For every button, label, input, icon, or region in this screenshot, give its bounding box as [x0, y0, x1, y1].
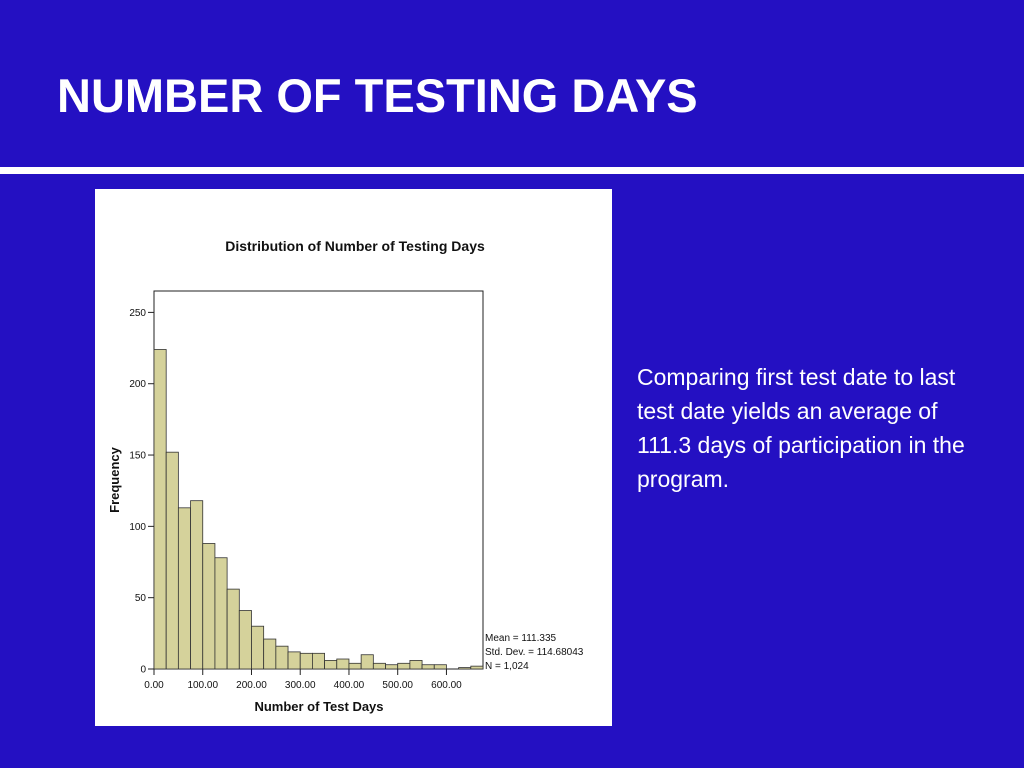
- y-tick-label: 250: [129, 308, 146, 319]
- x-tick-label: 0.00: [144, 680, 164, 691]
- histogram-bar: [190, 500, 204, 670]
- y-tick-label: 0: [140, 665, 146, 676]
- stat-n: N = 1,024: [485, 661, 529, 672]
- histogram-bar: [177, 507, 191, 670]
- histogram-bar: [458, 667, 472, 670]
- stat-mean: Mean = 111.335: [485, 633, 557, 644]
- histogram-bar: [433, 664, 447, 670]
- histogram-bar: [372, 662, 386, 670]
- histogram-bar: [263, 638, 277, 670]
- x-tick-label: 600.00: [431, 680, 462, 691]
- histogram-bar: [312, 652, 325, 670]
- x-tick-label: 200.00: [236, 680, 267, 691]
- x-tick-label: 100.00: [187, 680, 218, 691]
- chart-title: Distribution of Number of Testing Days: [225, 238, 485, 254]
- axes-group: 0 50 100 150 200 250 0.00 100.00 200.00 300.00 400…: [129, 308, 462, 691]
- y-tick-label: 150: [129, 451, 146, 462]
- y-tick-label: 50: [135, 593, 147, 604]
- histogram-bar: [275, 645, 289, 670]
- chart-panel: Distribution of Number of Testing Days 0…: [95, 189, 612, 726]
- histogram-bar: [348, 662, 362, 670]
- slide-title: NUMBER OF TESTING DAYS: [57, 69, 698, 122]
- caption-text: Comparing first test date to last test d…: [637, 364, 965, 492]
- histogram-bar: [360, 654, 374, 670]
- histogram-bar: [238, 610, 252, 670]
- x-tick-label: 300.00: [285, 680, 316, 691]
- bars-group: [153, 349, 484, 670]
- histogram-bar: [202, 543, 216, 670]
- x-tick-label: 500.00: [382, 680, 413, 691]
- histogram-bar: [324, 660, 338, 670]
- y-tick-label: 200: [129, 379, 146, 390]
- histogram-bar: [336, 658, 350, 670]
- histogram-bar: [153, 349, 167, 670]
- histogram-chart: Distribution of Number of Testing Days 0…: [107, 238, 584, 714]
- histogram-bar: [421, 664, 435, 670]
- title-divider: [0, 167, 1024, 174]
- histogram-bar: [251, 625, 265, 670]
- stat-std-dev: Std. Dev. = 114.68043: [485, 647, 584, 658]
- histogram-bar: [409, 660, 423, 670]
- y-tick-label: 100: [129, 522, 146, 533]
- histogram-bar: [299, 652, 313, 670]
- histogram-bar: [470, 665, 484, 670]
- y-axis-label: Frequency: [107, 446, 122, 513]
- histogram-bar: [226, 588, 240, 670]
- histogram-bar: [385, 664, 399, 670]
- histogram-bar: [287, 651, 301, 670]
- x-tick-label: 400.00: [334, 680, 365, 691]
- histogram-bar: [165, 451, 179, 670]
- x-axis-label: Number of Test Days: [254, 699, 383, 714]
- histogram-bar: [397, 662, 411, 670]
- histogram-bar: [214, 557, 228, 670]
